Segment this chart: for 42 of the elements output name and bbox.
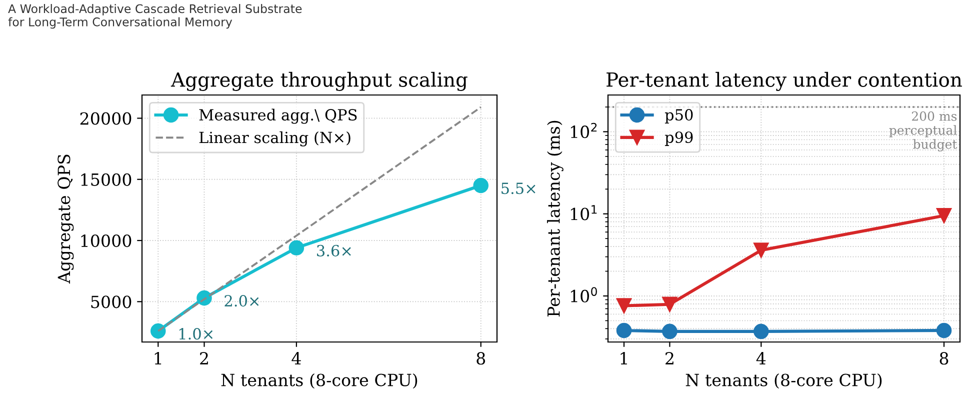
chart-title: Aggregate throughput scaling — [170, 72, 468, 91]
point — [473, 178, 489, 194]
point — [150, 323, 166, 339]
x-tick-label: 4 — [756, 352, 766, 364]
point — [616, 298, 632, 314]
x-tick-label: 2 — [200, 352, 208, 364]
y-tick-label: 10$^{2}$ — [570, 122, 597, 138]
y-axis-title: Per-tenant latency (ms) — [547, 120, 564, 317]
point — [936, 322, 952, 338]
point — [936, 208, 952, 224]
legend-label: Measured agg.\ QPS — [199, 108, 357, 124]
y-tick-label: 10000 — [81, 234, 132, 248]
y-tick-label: 10$^{1}$ — [570, 205, 597, 220]
x-tick-label: 4 — [292, 352, 301, 364]
x-axis-title: N tenants (8-core CPU) — [221, 373, 418, 389]
legend-label: p99 — [664, 131, 693, 146]
y-axis-title: Aggregate QPS — [58, 154, 74, 284]
chart-title: Per-tenant latency under contention — [606, 72, 962, 91]
x-tick-label: 8 — [476, 352, 486, 365]
y-tick-label: 20000 — [80, 112, 132, 125]
annotation: 2.0× — [224, 295, 259, 307]
legend-label: p50 — [664, 109, 693, 124]
annotation: 1.0× — [179, 328, 213, 340]
y-tick-label: 5000 — [91, 296, 132, 308]
y-tick-label: 10$^{0}$ — [570, 287, 597, 302]
point — [662, 324, 678, 340]
text: A Workload-Adaptive Cascade Retrieval Substrate for Long-Term Conversational Memory — [8, 4, 302, 29]
x-axis-title: N tenants (8-core CPU) — [686, 373, 882, 389]
annotation: 3.6× — [317, 244, 351, 256]
point — [754, 324, 769, 340]
point — [616, 322, 632, 338]
point — [754, 242, 769, 258]
point — [662, 296, 678, 312]
x-tick-label: 1 — [154, 352, 162, 364]
ref-line-label: 200 ms perceptual budget — [889, 111, 958, 152]
x-tick-label: 2 — [666, 352, 674, 364]
y-tick-label: 15000 — [81, 173, 132, 186]
point — [288, 240, 304, 256]
x-tick-label: 8 — [940, 352, 948, 365]
legend-label: Linear scaling (N×) — [199, 131, 350, 146]
x-tick-label: 1 — [620, 352, 627, 364]
annotation: 5.5× — [502, 182, 536, 194]
